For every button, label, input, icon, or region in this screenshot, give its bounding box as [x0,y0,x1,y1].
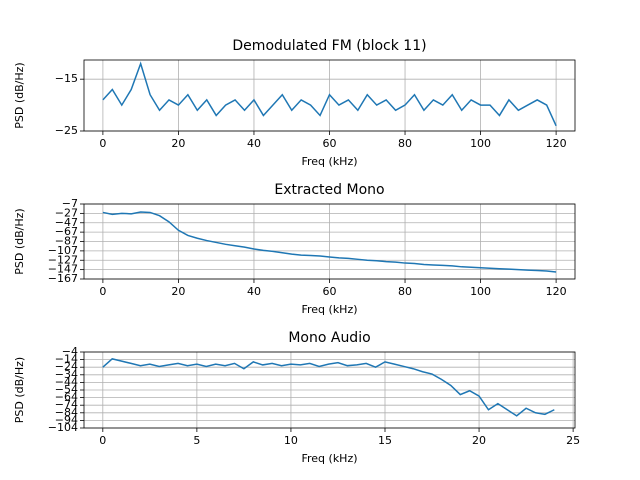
chart-title: Extracted Mono [274,182,384,198]
x-tick-label: 10 [284,434,298,447]
y-tick-label: −107 [48,244,78,257]
x-tick-label: 25 [566,434,580,447]
y-tick-label: −27 [55,206,78,219]
y-tick-label: −14 [55,353,78,366]
x-tick-label: 20 [171,137,185,150]
y-tick-label: −47 [55,216,78,229]
y-axis-label: PSD (dB/Hz) [13,357,26,423]
x-tick-label: 60 [323,285,337,298]
x-tick-label: 20 [171,285,185,298]
y-tick-label: −167 [48,272,78,285]
y-axis-label: PSD (dB/Hz) [13,208,26,274]
x-tick-label: 0 [99,137,106,150]
x-tick-label: 60 [323,137,337,150]
y-tick-label: −84 [55,406,78,419]
y-tick-label: −87 [55,235,78,248]
y-tick-label: −7 [62,197,78,210]
data-line [102,61,557,127]
y-axis-label: PSD (dB/Hz) [13,62,26,128]
data-line [102,358,555,417]
x-axis-label: Freq (kHz) [301,155,357,168]
y-tick-label: −15 [55,72,78,85]
axes-frame [83,351,576,429]
chart-title: Mono Audio [288,330,370,346]
y-tick-label: −104 [48,421,78,434]
y-tick-label: −34 [55,368,78,381]
x-tick-label: 120 [546,285,567,298]
x-tick-label: 5 [193,434,200,447]
y-tick-label: −4 [62,345,78,358]
y-tick-label: −54 [55,383,78,396]
y-tick-label: −127 [48,253,78,266]
y-tick-label: −74 [55,398,78,411]
y-tick-label: −25 [55,124,78,137]
x-tick-label: 20 [472,434,486,447]
x-tick-label: 0 [99,285,106,298]
x-tick-label: 80 [398,137,412,150]
x-tick-label: 40 [247,137,261,150]
data-line [102,211,557,273]
x-tick-label: 100 [470,137,491,150]
x-tick-label: 0 [99,434,106,447]
y-tick-label: −64 [55,391,78,404]
x-tick-label: 100 [470,285,491,298]
y-tick-label: −147 [48,263,78,276]
y-tick-label: −24 [55,360,78,373]
axes-frame [83,203,576,280]
x-tick-label: 120 [546,137,567,150]
y-tick-label: −67 [55,225,78,238]
x-tick-label: 15 [378,434,392,447]
axes-frame [83,59,576,132]
x-tick-label: 40 [247,285,261,298]
y-tick-label: −94 [55,413,78,426]
y-tick-label: −44 [55,375,78,388]
chart-title: Demodulated FM (block 11) [232,38,426,54]
x-axis-label: Freq (kHz) [301,452,357,465]
x-axis-label: Freq (kHz) [301,303,357,316]
x-tick-label: 80 [398,285,412,298]
